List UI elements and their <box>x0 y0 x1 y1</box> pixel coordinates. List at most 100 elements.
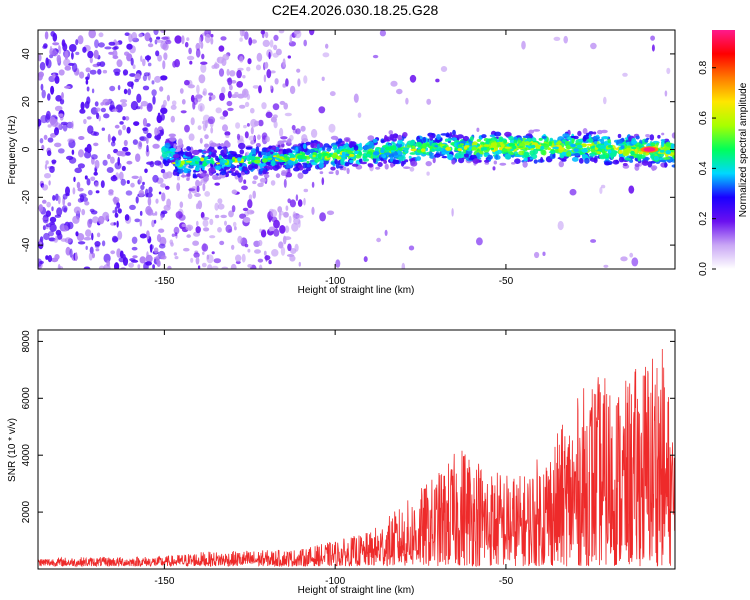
spectrogram-ridge-blob <box>548 151 556 154</box>
spectrogram-noise-blob <box>390 80 398 87</box>
spectrogram-noise-blob <box>329 91 336 97</box>
spectrogram-noise-blob <box>67 202 72 207</box>
spectrogram-ridge-blob <box>511 162 516 165</box>
spectrogram-ridge-blob <box>462 135 470 142</box>
spectrogram-noise-blob <box>43 232 50 241</box>
snr-y-label: 2000 <box>21 501 32 524</box>
spectrogram-noise-blob <box>164 185 170 190</box>
spectrogram-noise-blob <box>89 56 93 64</box>
spectrogram-noise-blob <box>162 172 169 180</box>
spectrogram-core-blob <box>380 149 385 154</box>
spectrogram-noise-blob <box>100 102 104 106</box>
spectrogram-ridge-blob <box>622 150 630 157</box>
spectrogram-ridge-blob <box>540 149 546 156</box>
spectrogram-ridge-blob <box>661 132 665 136</box>
spectrogram-noise-blob <box>553 36 561 42</box>
spectrogram-noise-blob <box>112 46 118 51</box>
spectrogram-noise-blob <box>50 85 55 95</box>
spectrogram-ridge-blob <box>657 134 661 139</box>
spectrogram-noise-blob <box>89 246 94 255</box>
spectrogram-noise-blob <box>118 171 124 181</box>
spectrogram-noise-blob <box>201 53 205 60</box>
spectrogram-noise-blob <box>40 83 44 91</box>
spectrogram-core-blob <box>224 162 229 166</box>
spectrogram-ridge-blob <box>562 133 570 138</box>
spectrogram-noise-blob <box>142 127 148 132</box>
spectrogram-ridge-blob <box>440 133 448 136</box>
spectrogram-ridge-blob <box>589 153 596 157</box>
spectrogram-noise-blob <box>83 118 87 125</box>
spectrogram-noise-blob <box>47 150 52 157</box>
spectrogram-ridge-blob <box>202 161 208 167</box>
spectrogram-noise-blob <box>95 190 100 194</box>
spectrogram-noise-blob <box>38 73 43 81</box>
spectrogram-noise-blob <box>167 265 172 269</box>
spectrogram-noise-blob <box>179 201 184 208</box>
spectrogram-noise-blob <box>282 83 287 88</box>
spectrogram-noise-blob <box>41 89 46 99</box>
spectrogram-noise-blob <box>86 178 91 186</box>
spectrogram-core-blob <box>540 145 545 150</box>
spectrogram-noise-blob <box>126 160 133 165</box>
spectrogram-noise-blob <box>248 37 253 46</box>
spectrogram-noise-blob <box>244 101 250 108</box>
snr-series-line <box>38 348 675 568</box>
spectrogram-noise-blob <box>93 171 98 176</box>
spectrogram-ridge-blob <box>367 163 374 168</box>
spectrogram-noise-blob <box>242 207 249 212</box>
spectrogram-noise-blob <box>569 188 577 196</box>
spectrogram-noise-blob <box>322 52 330 58</box>
spectrogram-noise-blob <box>97 215 105 225</box>
spectrogram-ridge-blob <box>447 138 452 142</box>
spectrogram-noise-blob <box>230 263 237 269</box>
spectrogram-ridge-blob <box>566 151 572 157</box>
spectrogram-noise-blob <box>160 113 165 121</box>
spectrogram-ridge-blob <box>582 128 588 135</box>
spectrogram-noise-blob <box>156 114 163 124</box>
spectrogram-core-blob <box>345 153 351 157</box>
spectrogram-noise-blob <box>87 189 93 196</box>
spectrogram-ridge-blob <box>203 175 209 182</box>
spectrogram-noise-blob <box>151 89 157 97</box>
spectrogram-noise-blob <box>107 133 111 143</box>
spectrogram-noise-blob <box>61 92 64 100</box>
spectrogram-noise-blob <box>146 230 150 240</box>
spectrogram-noise-blob <box>229 84 233 91</box>
spectrogram-noise-blob <box>128 262 135 268</box>
spectrogram-ridge-blob <box>578 157 584 164</box>
spectrogram-noise-blob <box>71 51 74 60</box>
spectrogram-ridge-blob <box>428 152 434 156</box>
spectrogram-noise-blob <box>155 50 160 57</box>
spectrogram-noise-blob <box>247 264 253 268</box>
spectrogram-noise-blob <box>91 232 94 241</box>
spectrogram-noise-blob <box>196 84 200 95</box>
spectrogram-noise-blob <box>629 252 634 258</box>
spectrogram-noise-blob <box>309 30 315 36</box>
spectrogram-noise-blob <box>289 34 293 44</box>
spectrogram-noise-blob <box>234 91 239 96</box>
spectrogram-ridge-blob <box>571 156 579 162</box>
spectrogram-noise-blob <box>273 228 280 237</box>
spectrogram-noise-blob <box>85 229 92 238</box>
spectrogram-noise-blob <box>131 236 138 244</box>
spectrogram-ridge-blob <box>582 136 587 142</box>
spectrogram-noise-blob <box>84 175 88 180</box>
spectrogram-noise-blob <box>257 182 264 188</box>
spectrogram-noise-blob <box>131 32 138 41</box>
spectrogram-noise-blob <box>91 154 98 160</box>
spectrogram-noise-blob <box>284 225 290 233</box>
spectrogram-noise-blob <box>295 194 299 202</box>
spectrogram-noise-blob <box>181 35 185 45</box>
spectrogram-noise-blob <box>72 215 80 224</box>
spectrogram-noise-blob <box>272 114 278 119</box>
spectrogram-noise-blob <box>298 261 301 267</box>
spectrogram-ridge-blob <box>318 147 323 151</box>
spectrogram-noise-blob <box>247 248 251 253</box>
spectrogram-ridge-blob <box>183 167 188 173</box>
spectrogram-ridge-blob <box>220 152 225 156</box>
spectrogram-noise-blob <box>54 142 62 148</box>
spectrogram-noise-blob <box>155 255 160 264</box>
spectrogram-ridge-blob <box>220 144 226 147</box>
spectrogram-noise-blob <box>269 39 274 48</box>
